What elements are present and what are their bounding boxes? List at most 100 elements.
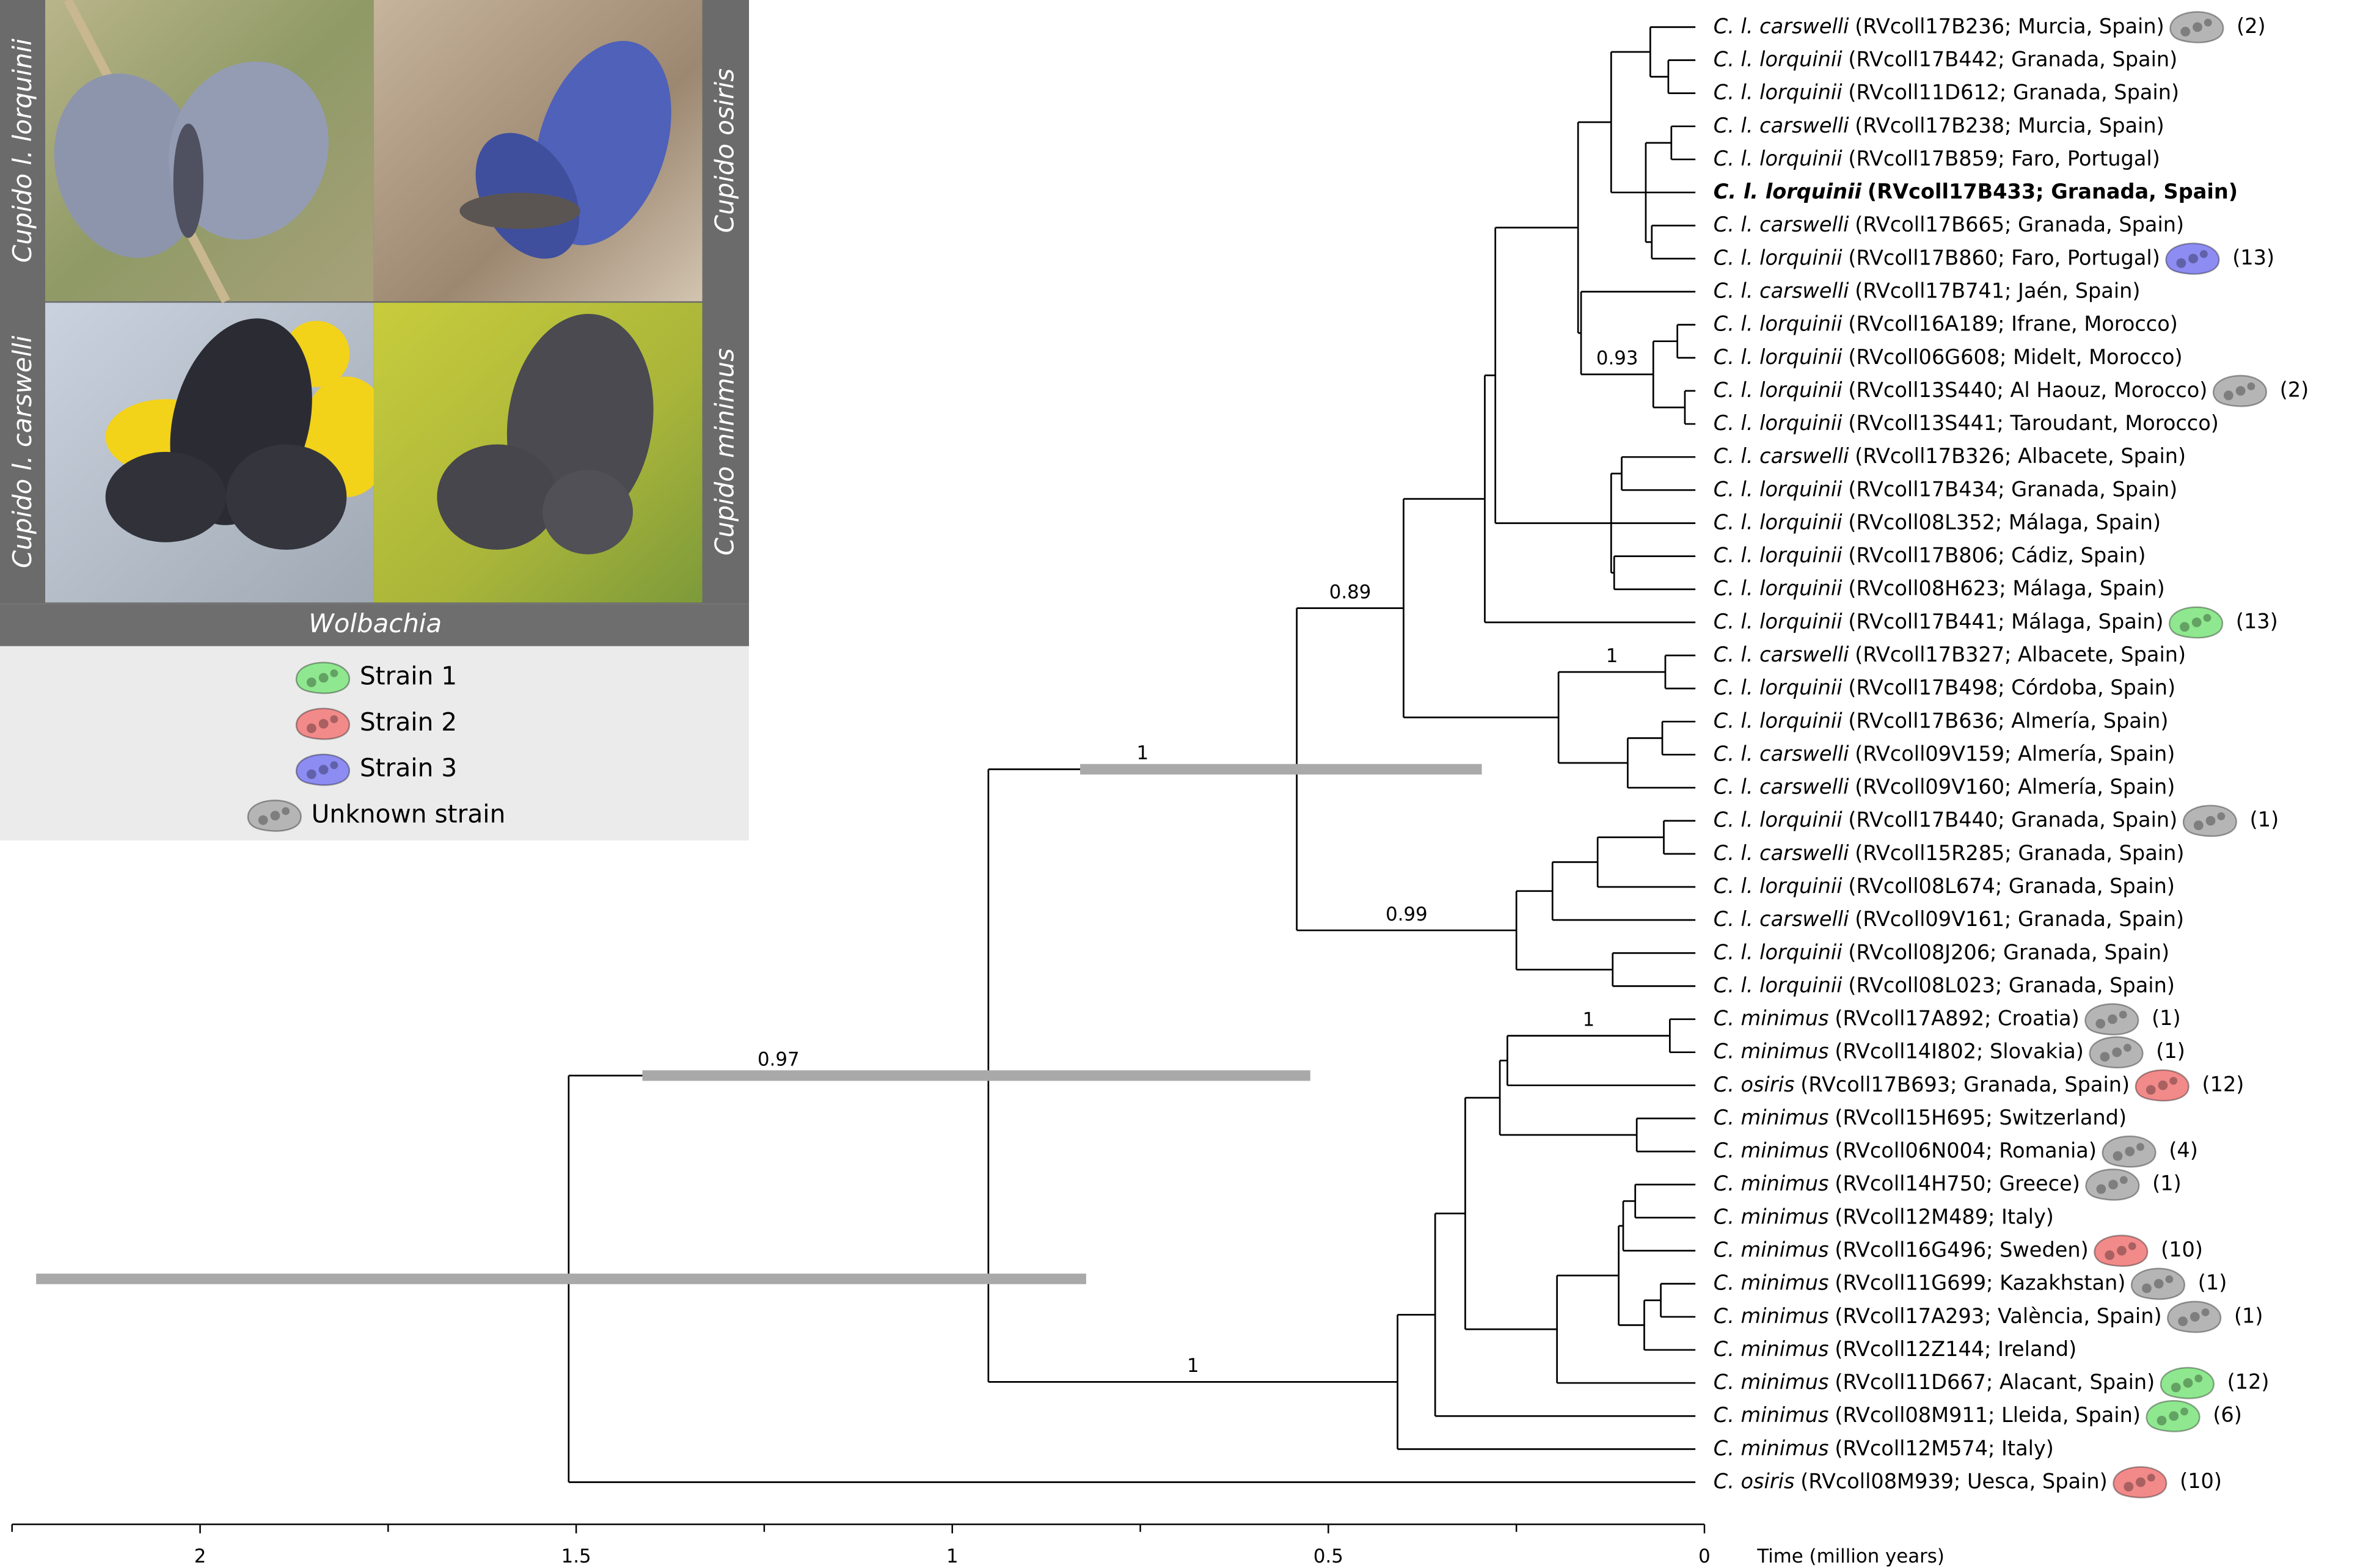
tip-voucher: (RVcoll06G608; Midelt, Morocco): [1848, 345, 2182, 368]
tip-taxon: C. l. carswelli: [1714, 775, 1849, 798]
wolbachia-icon: [2147, 1401, 2200, 1431]
tip-label: C. l. carswelli(RVcoll17B238; Murcia, Sp…: [1714, 113, 2164, 137]
tip-taxon: C. l. carswelli: [1714, 113, 1849, 137]
tip-label: C. l. lorquinii (RVcoll17B433; Granada, S…: [1714, 180, 2238, 203]
tip-label: C. minimus(RVcoll08M911; Lleida, Spain): [1714, 1403, 2141, 1427]
icon-dot: [2128, 1242, 2136, 1250]
tip-voucher: (RVcoll16A189; Ifrane, Morocco): [1848, 312, 2177, 335]
icon-dot: [2188, 253, 2198, 263]
tip-taxon: C. l. lorquinii: [1714, 808, 1843, 831]
icon-dot: [2154, 1279, 2164, 1289]
tip-taxon: C. l. carswelli: [1714, 742, 1849, 765]
tick-label: 1.5: [561, 1545, 591, 1567]
tip-label: C. l. lorquinii(RVcoll17B498; Córdoba, S…: [1714, 676, 2175, 699]
tip-voucher: (RVcoll17B433; Granada, Spain): [1868, 180, 2238, 203]
wolbachia-icon: [2113, 1467, 2166, 1497]
tip-voucher: (RVcoll15R285; Granada, Spain): [1855, 841, 2184, 864]
tip-taxon: C. minimus: [1714, 1105, 1829, 1129]
tip-voucher: (RVcoll17B238; Murcia, Spain): [1855, 113, 2164, 137]
tip-label: C. minimus (RVcoll11G699; Kazakhstan): [1714, 1271, 2126, 1294]
tip-count: (10): [2161, 1238, 2203, 1261]
tip-voucher: (RVcoll11G699; Kazakhstan): [1835, 1271, 2125, 1294]
tip-label: C. l. carswelli(RVcoll09V159; Almería, S…: [1714, 742, 2175, 765]
tip-label: C. l. lorquinii(RVcoll11D612; Granada, S…: [1714, 80, 2179, 104]
tip-count: (1): [2198, 1271, 2227, 1294]
icon-dot: [2247, 382, 2255, 390]
tip-taxon: C. minimus: [1714, 1336, 1829, 1360]
icon-dot: [2169, 1411, 2179, 1421]
tip-taxon: C. l. lorquinii: [1714, 47, 1843, 71]
tip-taxon: C. l. lorquinii: [1714, 180, 1862, 203]
tip-taxon: C. l. lorquinii: [1714, 873, 1843, 897]
tip-voucher: (RVcoll17B442; Granada, Spain): [1848, 47, 2177, 71]
tip-taxon: C. l. lorquinii: [1714, 312, 1843, 335]
support-label: 0.99: [1386, 903, 1428, 925]
wolbachia-icon: [2086, 1169, 2139, 1200]
tip-taxon: C. minimus: [1714, 1238, 1829, 1261]
tip-voucher: (RVcoll17B434; Granada, Spain): [1848, 477, 2177, 501]
tip-count: (6): [2213, 1403, 2242, 1427]
tick-label: 1: [946, 1545, 959, 1567]
icon-dot: [2136, 1143, 2144, 1151]
tip-taxon: C. minimus: [1714, 1139, 1829, 1162]
icon-dot: [2117, 1246, 2127, 1256]
wolbachia-icon: [2161, 1368, 2214, 1398]
hpd-bar: [1080, 764, 1481, 775]
tip-voucher: (RVcoll17A892; Croatia): [1835, 1006, 2079, 1030]
tip-voucher: (RVcoll17B741; Jaén, Spain): [1855, 279, 2140, 302]
species-label: Cupido l. lorquinii: [7, 38, 37, 263]
support-label: 1: [1583, 1008, 1595, 1030]
icon-dot: [2112, 1048, 2122, 1057]
icon-dot: [2171, 1383, 2181, 1393]
icon-dot: [2180, 622, 2190, 632]
tip-label: C. l. lorquinii(RVcoll16A189; Ifrane, Mo…: [1714, 312, 2178, 335]
wolbachia-icon: [296, 709, 349, 739]
tip-taxon: C. minimus: [1714, 1403, 1829, 1427]
tip-count: (13): [2232, 246, 2274, 269]
tip-count: (2): [2237, 14, 2266, 38]
tip-taxon: C. minimus: [1714, 1271, 1829, 1294]
icon-dot: [2204, 614, 2211, 622]
icon-dot: [258, 815, 268, 825]
tip-voucher: (RVcoll17B693; Granada, Spain): [1800, 1072, 2130, 1096]
tip-voucher: (RVcoll17A293; València, Spain): [1835, 1304, 2161, 1327]
tip-voucher: (RVcoll13S440; Al Haouz, Morocco): [1848, 377, 2207, 401]
icon-dot: [319, 719, 329, 729]
tip-voucher: (RVcoll17B859; Faro, Portugal): [1848, 146, 2160, 170]
tip-voucher: (RVcoll08J206; Granada, Spain): [1848, 940, 2169, 964]
tip-label: C. l. lorquinii(RVcoll17B806; Cádiz, Spa…: [1714, 543, 2146, 567]
tip-label: C. l. lorquinii(RVcoll17B440; Granada, S…: [1714, 808, 2177, 831]
tip-label: C. minimus(RVcoll14I802; Slovakia): [1714, 1039, 2084, 1063]
tip-label: C. minimus(RVcoll17A293; València, Spain…: [1714, 1304, 2162, 1327]
icon-dot: [2108, 1180, 2118, 1189]
tip-voucher: (RVcoll08M939; Uesca, Spain): [1800, 1469, 2107, 1493]
tip-voucher: (RVcoll08H623; Málaga, Spain): [1848, 576, 2164, 600]
axis-label: Time (million years): [1756, 1545, 1945, 1567]
wolbachia-icon: [2168, 1302, 2221, 1332]
tip-label: C. l. lorquinii(RVcoll13S440; Al Haouz, …: [1714, 377, 2208, 401]
icon-dot: [2204, 19, 2212, 27]
tip-label: C. osiris(RVcoll17B693; Granada, Spain): [1714, 1072, 2130, 1096]
icon-dot: [330, 761, 338, 769]
tip-taxon: C. minimus: [1714, 1370, 1829, 1394]
tip-taxon: C. l. carswelli: [1714, 643, 1849, 666]
tip-label: C. l. lorquinii(RVcoll17B442; Granada, S…: [1714, 47, 2177, 71]
wolbachia-icon: [2131, 1269, 2185, 1299]
icon-dot: [307, 770, 316, 779]
tip-label: C. l. carswelli(RVcoll17B326; Albacete, …: [1714, 444, 2186, 468]
tip-taxon: C. l. lorquinii: [1714, 576, 1843, 600]
tip-taxon: C. l. lorquinii: [1714, 345, 1843, 368]
tip-taxon: C. l. lorquinii: [1714, 411, 1843, 435]
tip-voucher: (RVcoll17B236; Murcia, Spain): [1855, 14, 2164, 38]
tick-label: 0: [1698, 1545, 1711, 1567]
tip-taxon: C. l. lorquinii: [1714, 510, 1843, 534]
wolbachia-icon: [2170, 12, 2223, 42]
wolbachia-icon: [2166, 243, 2219, 274]
tip-label: C. minimus(RVcoll12M489; Italy): [1714, 1205, 2054, 1228]
tip-label: C. l. carswelli (RVcoll17B327; Albacete, …: [1714, 643, 2186, 666]
tip-voucher: (RVcoll17B327; Albacete, Spain): [1855, 643, 2186, 666]
legend-title: Wolbachia: [309, 608, 442, 638]
icon-dot: [2217, 812, 2225, 820]
tip-voucher: (RVcoll12M574; Italy): [1835, 1436, 2054, 1460]
icon-dot: [2142, 1283, 2152, 1293]
